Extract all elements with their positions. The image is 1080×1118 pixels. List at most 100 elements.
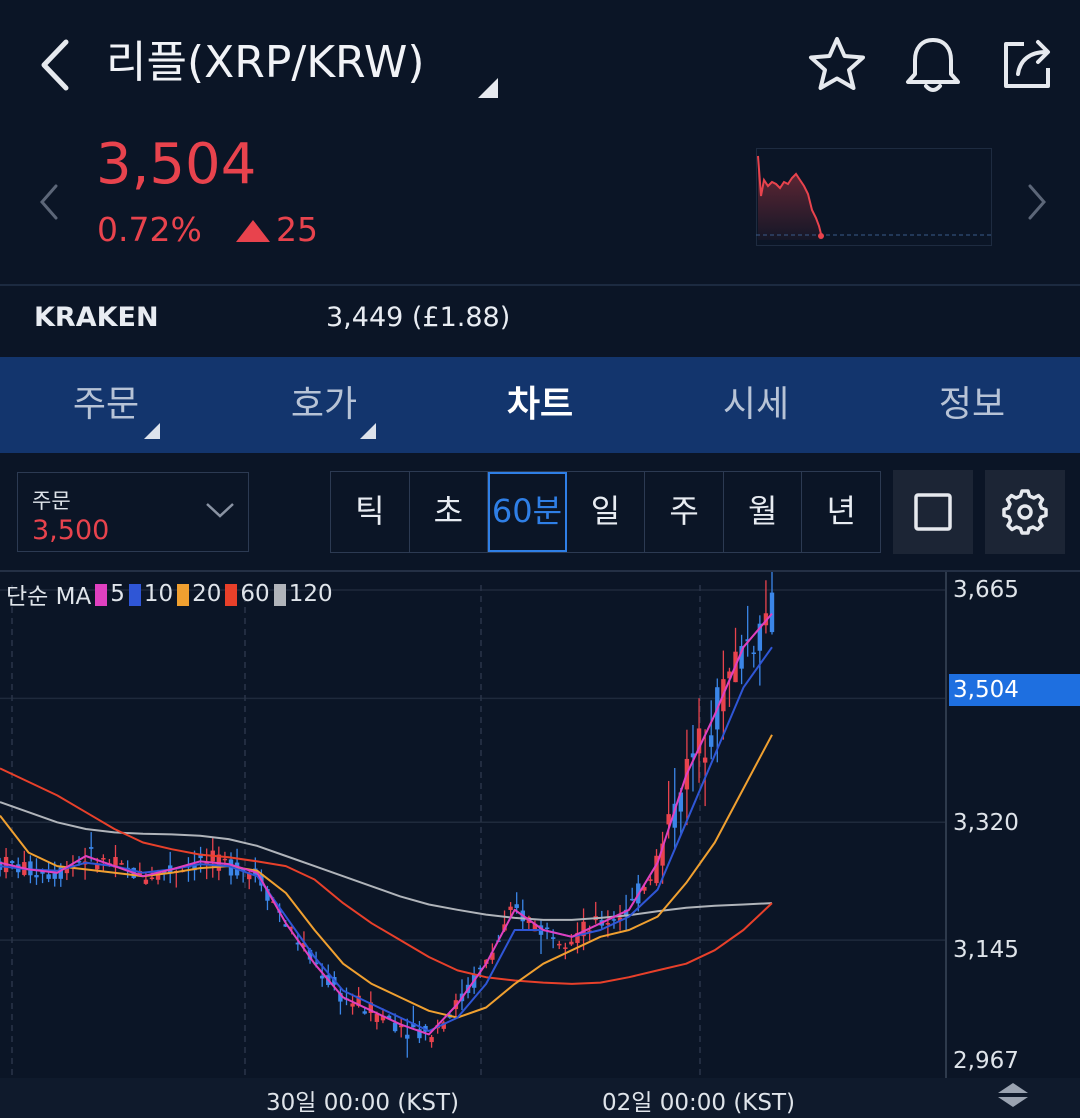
candle-body — [356, 995, 361, 1006]
x-axis-bar — [0, 1078, 1080, 1118]
current-price-tag: 3,504 — [949, 674, 1080, 706]
candle-body — [757, 623, 763, 651]
period-selector: 틱 초 60분 일 주 월 년 — [330, 471, 881, 553]
candle-body — [295, 942, 301, 945]
candle-body — [672, 803, 677, 828]
candle-body — [46, 874, 51, 879]
candle-body — [751, 652, 756, 654]
candle-body — [283, 924, 288, 927]
chart-grid — [0, 572, 947, 1078]
candle-body — [319, 975, 325, 979]
candle-body — [101, 858, 106, 860]
candle-body — [149, 877, 155, 880]
candle-body — [696, 728, 702, 754]
period-60min[interactable]: 60분 — [488, 472, 567, 552]
share-icon[interactable] — [998, 32, 1060, 94]
ma-legend[interactable]: 단순 MA 5 10 20 60 120 — [6, 577, 333, 611]
candle-body — [362, 1011, 367, 1014]
square-icon — [914, 493, 952, 531]
gear-icon — [1002, 489, 1048, 535]
candle-body — [240, 868, 246, 872]
candle-body — [307, 949, 313, 960]
candle-body — [34, 875, 39, 878]
candle-body — [617, 917, 623, 921]
price-chart[interactable] — [0, 572, 1080, 1118]
period-day[interactable]: 일 — [567, 472, 646, 552]
ma-line-20 — [0, 734, 773, 1019]
candle-body — [575, 932, 580, 943]
period-week[interactable]: 주 — [645, 472, 724, 552]
current-price: 3,504 — [96, 132, 257, 197]
divider — [0, 284, 1080, 286]
candle-body — [623, 909, 629, 916]
fullscreen-button[interactable] — [893, 470, 973, 554]
tab-market-label: 시세 — [722, 384, 790, 425]
candle-body — [660, 843, 665, 866]
candle-body — [739, 646, 744, 669]
mini-price-chart[interactable] — [756, 148, 992, 246]
scroll-handle-icon[interactable] — [996, 1082, 1030, 1108]
candle-body — [161, 871, 167, 873]
candle-body — [666, 814, 671, 825]
candle-body — [265, 889, 270, 901]
page-title[interactable]: 리플(XRP/KRW) — [106, 37, 425, 88]
tab-order[interactable]: 주문 — [0, 357, 216, 453]
change-percent: 0.72% — [97, 210, 202, 249]
candle-body — [9, 861, 15, 864]
candle-body — [113, 856, 118, 868]
title-dropdown-caret-icon[interactable] — [478, 78, 498, 98]
y-tick-label: 2,967 — [953, 1048, 1019, 1074]
tab-chart[interactable]: 차트 — [432, 357, 648, 453]
candle-body — [532, 923, 538, 932]
candle-body — [386, 1015, 392, 1020]
tab-orderbook[interactable]: 호가 — [216, 357, 432, 453]
candle-body — [198, 853, 203, 859]
candle-body — [405, 1034, 410, 1039]
period-month[interactable]: 월 — [724, 472, 803, 552]
change-amount: 25 — [276, 210, 318, 249]
legend-ma120: 120 — [273, 581, 333, 607]
candle-body — [544, 927, 550, 930]
candle-body — [709, 735, 714, 747]
candle-body — [76, 861, 82, 863]
period-tick[interactable]: 틱 — [331, 472, 410, 552]
x-tick-label: 30일 00:00 (KST) — [266, 1090, 460, 1116]
candle-body — [441, 1022, 446, 1029]
candle-body — [95, 863, 100, 870]
y-tick-label: 3,320 — [953, 810, 1019, 836]
order-price-select[interactable]: 주문 3,500 — [17, 472, 249, 552]
x-tick-label: 02일 00:00 (KST) — [602, 1090, 796, 1116]
prev-arrow-icon[interactable] — [34, 180, 64, 224]
candle-body — [58, 867, 63, 879]
tab-orderbook-label: 호가 — [290, 384, 358, 425]
candle-body — [301, 942, 307, 947]
period-year[interactable]: 년 — [826, 492, 856, 530]
candle-body — [514, 904, 519, 908]
settings-button[interactable] — [985, 470, 1065, 554]
candle-body — [557, 943, 562, 946]
bell-icon[interactable] — [900, 32, 966, 98]
next-arrow-icon[interactable] — [1022, 180, 1052, 224]
candle-body — [88, 847, 94, 849]
candle-body — [611, 919, 617, 921]
candle-body — [727, 671, 732, 679]
tab-info[interactable]: 정보 — [864, 357, 1080, 453]
tab-market[interactable]: 시세 — [648, 357, 864, 453]
candle-body — [350, 1003, 355, 1007]
candle-body — [654, 855, 659, 884]
tab-info-label: 정보 — [938, 384, 1006, 425]
legend-ma60: 60 — [225, 581, 270, 607]
candle-body — [398, 1025, 404, 1028]
period-second[interactable]: 초 — [410, 472, 489, 552]
back-arrow-icon[interactable] — [30, 30, 80, 100]
candle-body — [338, 992, 343, 1002]
tab-order-label: 주문 — [72, 384, 140, 425]
tab-orderbook-caret-icon — [360, 423, 376, 439]
candle-body — [490, 952, 495, 960]
candle-body — [417, 1029, 422, 1039]
candle-body — [690, 753, 696, 758]
candle-body — [374, 1014, 380, 1022]
tab-order-caret-icon — [144, 423, 160, 439]
candle-body — [563, 947, 568, 949]
star-icon[interactable] — [806, 34, 868, 96]
